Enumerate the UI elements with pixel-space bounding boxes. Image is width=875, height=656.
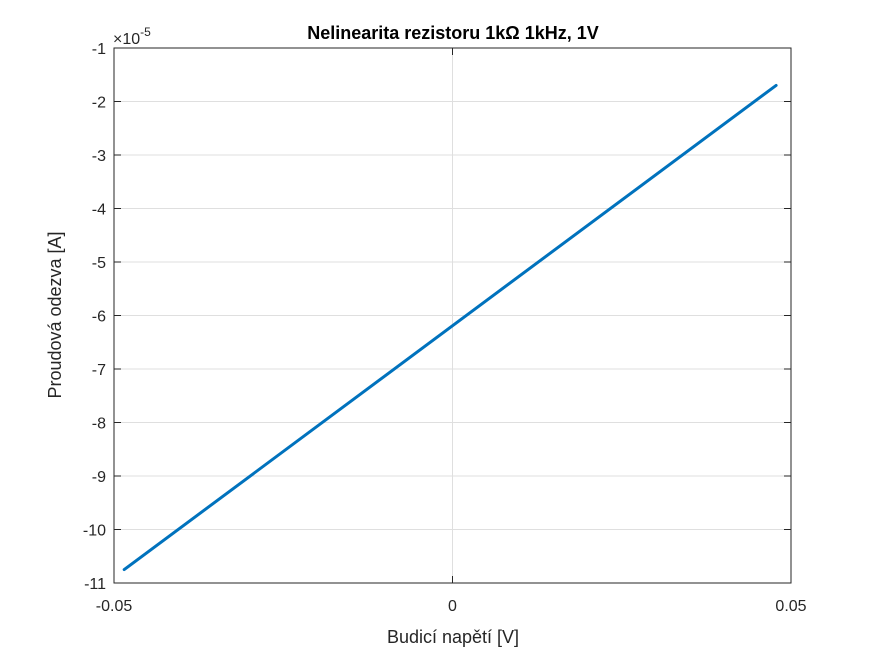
- x-tick-label: 0.05: [775, 598, 806, 615]
- ticks: [113, 47, 792, 584]
- y-axis-multiplier: ×10-5: [113, 25, 151, 48]
- series-line: [122, 83, 778, 572]
- y-tick-label: -4: [92, 202, 106, 219]
- x-tick-labels: -0.05 0 0.05: [96, 598, 807, 615]
- x-axis-label: Budicí napětí [V]: [387, 627, 519, 647]
- x-tick-label: -0.05: [96, 598, 133, 615]
- y-tick-label: -1: [92, 41, 106, 58]
- series-layer: [122, 83, 778, 572]
- y-multiplier-power: -5: [140, 25, 151, 39]
- y-axis-label: Proudová odezva [A]: [45, 231, 65, 398]
- chart-title: Nelinearita rezistoru 1kΩ 1kHz, 1V: [307, 23, 599, 43]
- y-tick-label: -2: [92, 95, 106, 112]
- y-tick-label: -3: [92, 148, 106, 165]
- y-tick-label: -8: [92, 416, 106, 433]
- y-tick-label: -11: [84, 576, 106, 593]
- y-tick-label: -7: [92, 362, 106, 379]
- y-tick-labels: -11 -10 -9 -8 -7 -6 -5 -4 -3 -2 -1: [83, 41, 106, 593]
- x-tick-label: 0: [448, 598, 457, 615]
- y-tick-label: -9: [92, 469, 106, 486]
- grid: [113, 47, 792, 584]
- y-tick-label: -5: [92, 255, 106, 272]
- y-multiplier-base: ×10: [113, 31, 140, 48]
- y-tick-label: -6: [92, 309, 106, 326]
- y-tick-label: -10: [83, 523, 106, 540]
